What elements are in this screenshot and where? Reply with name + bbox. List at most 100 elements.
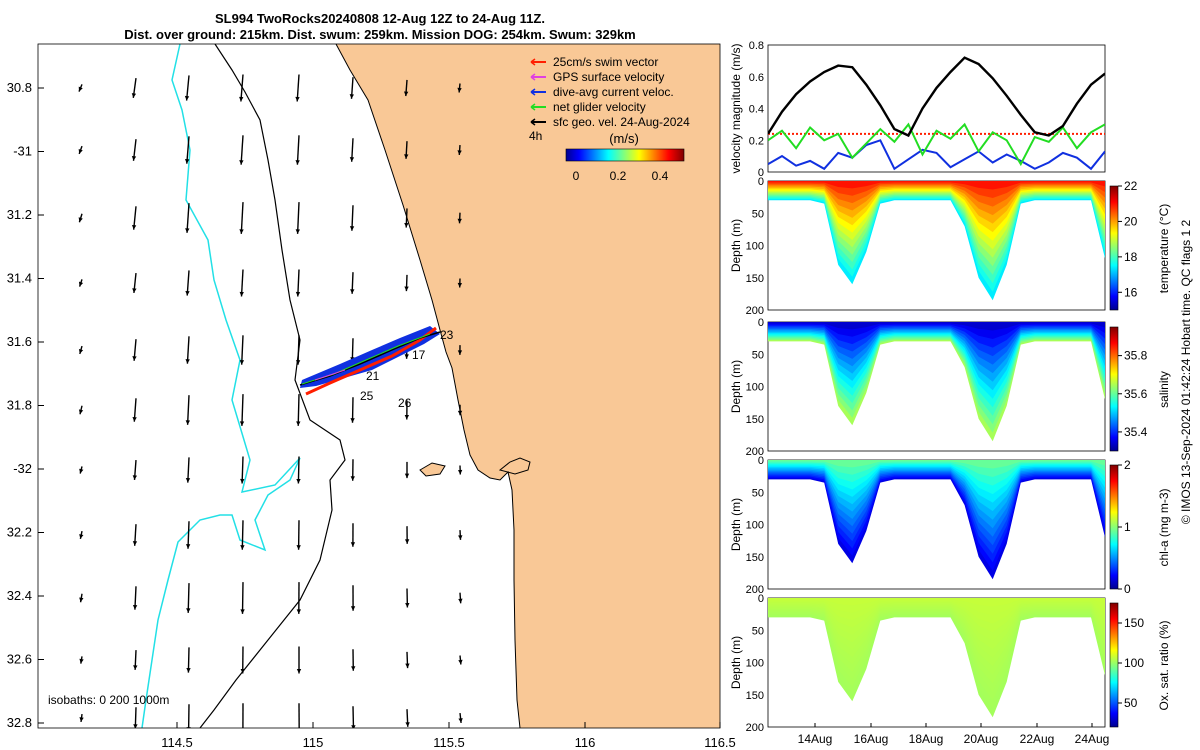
cbar-tick: 20 (1124, 214, 1138, 228)
credit-text: © IMOS 13-Sep-2024 01:42:24 Hobart time.… (1179, 219, 1193, 525)
day-label: 26 (398, 396, 412, 410)
cbar-label: salinity (1157, 371, 1171, 408)
map-xtick: 116.5 (704, 735, 736, 750)
heatmap-temperature: 0 50 100 150 200 Depth (m) 16 18 20 22 temperature… (729, 176, 1171, 317)
island (419, 462, 446, 477)
colorbar (1109, 464, 1119, 590)
map-ytick: -31 (13, 144, 32, 159)
cbar-tick: 100 (1124, 656, 1144, 670)
land-mass (336, 44, 720, 728)
depth-tick: 0 (758, 455, 764, 467)
map-ytick: 30.8 (7, 80, 32, 95)
surface-velocity-vectors (78, 74, 463, 728)
colorbar-tick: 0 (573, 169, 580, 183)
depth-tick: 50 (752, 487, 764, 499)
depth-tick: 200 (746, 446, 764, 458)
legend-label: GPS surface velocity (553, 70, 664, 84)
cbar-tick: 35.8 (1124, 349, 1148, 363)
depth-tick: 200 (746, 584, 764, 596)
cbar-tick: 150 (1124, 616, 1144, 630)
date-tick: 18Aug (909, 732, 944, 746)
depth-tick: 0 (758, 317, 764, 329)
day-label: 25 (360, 389, 374, 403)
depth-tick: 100 (746, 658, 764, 670)
speed-colorbar: (m/s) 4h 0 0.2 0.4 (529, 129, 685, 183)
cbar-tick: 35.6 (1124, 387, 1148, 401)
day-label: 21 (366, 369, 380, 383)
date-tick: 14Aug (798, 732, 833, 746)
depth-tick: 150 (746, 414, 764, 426)
colorbar-tick: 0.4 (652, 169, 669, 183)
cbar-label: Ox. sat. ratio (%) (1157, 620, 1171, 710)
colorbar (1109, 326, 1119, 452)
map-xtick: 114.5 (161, 735, 193, 750)
isobath-1000 (141, 44, 301, 728)
date-tick: 20Aug (964, 732, 999, 746)
map-xtick: 115 (303, 735, 324, 750)
depth-label: Depth (m) (729, 219, 743, 272)
map-xtick: 115.5 (433, 735, 465, 750)
depth-tick: 150 (746, 690, 764, 702)
heatmap-salinity: 0 50 100 150 200 Depth (m) 35.4 35.6 35.8 salinit… (729, 317, 1171, 458)
day-label: 17 (412, 348, 426, 362)
depth-tick: 50 (752, 349, 764, 361)
legend-label: 25cm/s swim vector (553, 55, 658, 69)
depth-tick: 150 (746, 552, 764, 564)
cbar-tick: 22 (1124, 179, 1138, 193)
date-tick: 22Aug (1020, 732, 1055, 746)
isobath-200 (199, 44, 346, 728)
legend-label: net glider velocity (553, 100, 646, 114)
colorbar (1109, 602, 1119, 728)
vel-ylabel: velocity magnitude (m/s) (729, 43, 743, 173)
colorbar (1109, 185, 1119, 311)
depth-tick: 0 (758, 176, 764, 188)
heatmap-chl-a: 0 50 100 150 200 Depth (m) 0 1 2 chl-a (mg m-3) (729, 455, 1171, 596)
map-xtick: 116 (575, 735, 596, 750)
map-ytick: 32.4 (7, 588, 32, 603)
depth-tick: 0 (758, 593, 764, 605)
map-ytick: 31.2 (7, 207, 32, 222)
glider-track (299, 326, 441, 396)
vel-ytick: 0.6 (749, 72, 764, 84)
series-net-glider-velocity (768, 122, 1105, 167)
map-ytick: 32.2 (7, 525, 32, 540)
legend-label: sfc geo. vel. 24-Aug-2024 (553, 115, 690, 129)
date-tick: 16Aug (854, 732, 889, 746)
plot-title-line2: Dist. over ground: 215km. Dist. swum: 25… (124, 27, 636, 42)
depth-label: Depth (m) (729, 360, 743, 413)
cbar-tick: 0 (1124, 582, 1131, 596)
depth-tick: 100 (746, 241, 764, 253)
depth-label: Depth (m) (729, 498, 743, 551)
depth-tick: 200 (746, 722, 764, 734)
cbar-tick: 18 (1124, 250, 1138, 264)
cbar-tick: 16 (1124, 285, 1138, 299)
colorbar-tick: 0.2 (610, 169, 627, 183)
cbar-label: chl-a (mg m-3) (1157, 488, 1171, 566)
map-ytick: 32.6 (7, 652, 32, 667)
depth-tick: 100 (746, 520, 764, 532)
colorbar-label: (m/s) (609, 131, 639, 146)
coastline (335, 44, 521, 728)
cbar-tick: 35.4 (1124, 425, 1148, 439)
time-tag: 4h (529, 129, 542, 143)
map-ytick: 31.8 (7, 398, 32, 413)
cbar-tick: 50 (1124, 696, 1138, 710)
depth-tick: 50 (752, 625, 764, 637)
map-ytick: -32 (13, 461, 32, 476)
cbar-tick: 1 (1124, 520, 1131, 534)
plot-title-line1: SL994 TwoRocks20240808 12-Aug 12Z to 24-… (215, 11, 545, 26)
day-labels: 23 17 21 25 26 (360, 328, 454, 410)
series-sfc-geo-vel- (768, 56, 1105, 138)
vel-ytick: 0.4 (749, 104, 764, 116)
vel-ytick: 0.2 (749, 135, 764, 147)
map-ytick: 31.4 (7, 271, 32, 286)
depth-tick: 200 (746, 305, 764, 317)
cbar-label: temperature (°C) (1157, 204, 1171, 294)
map-ytick: 31.6 (7, 334, 32, 349)
depth-label: Depth (m) (729, 636, 743, 689)
heatmap-oxygen-saturation: 0 50 100 150 200 Depth (m) 50 100 150 Ox. sat. ra… (729, 593, 1171, 746)
